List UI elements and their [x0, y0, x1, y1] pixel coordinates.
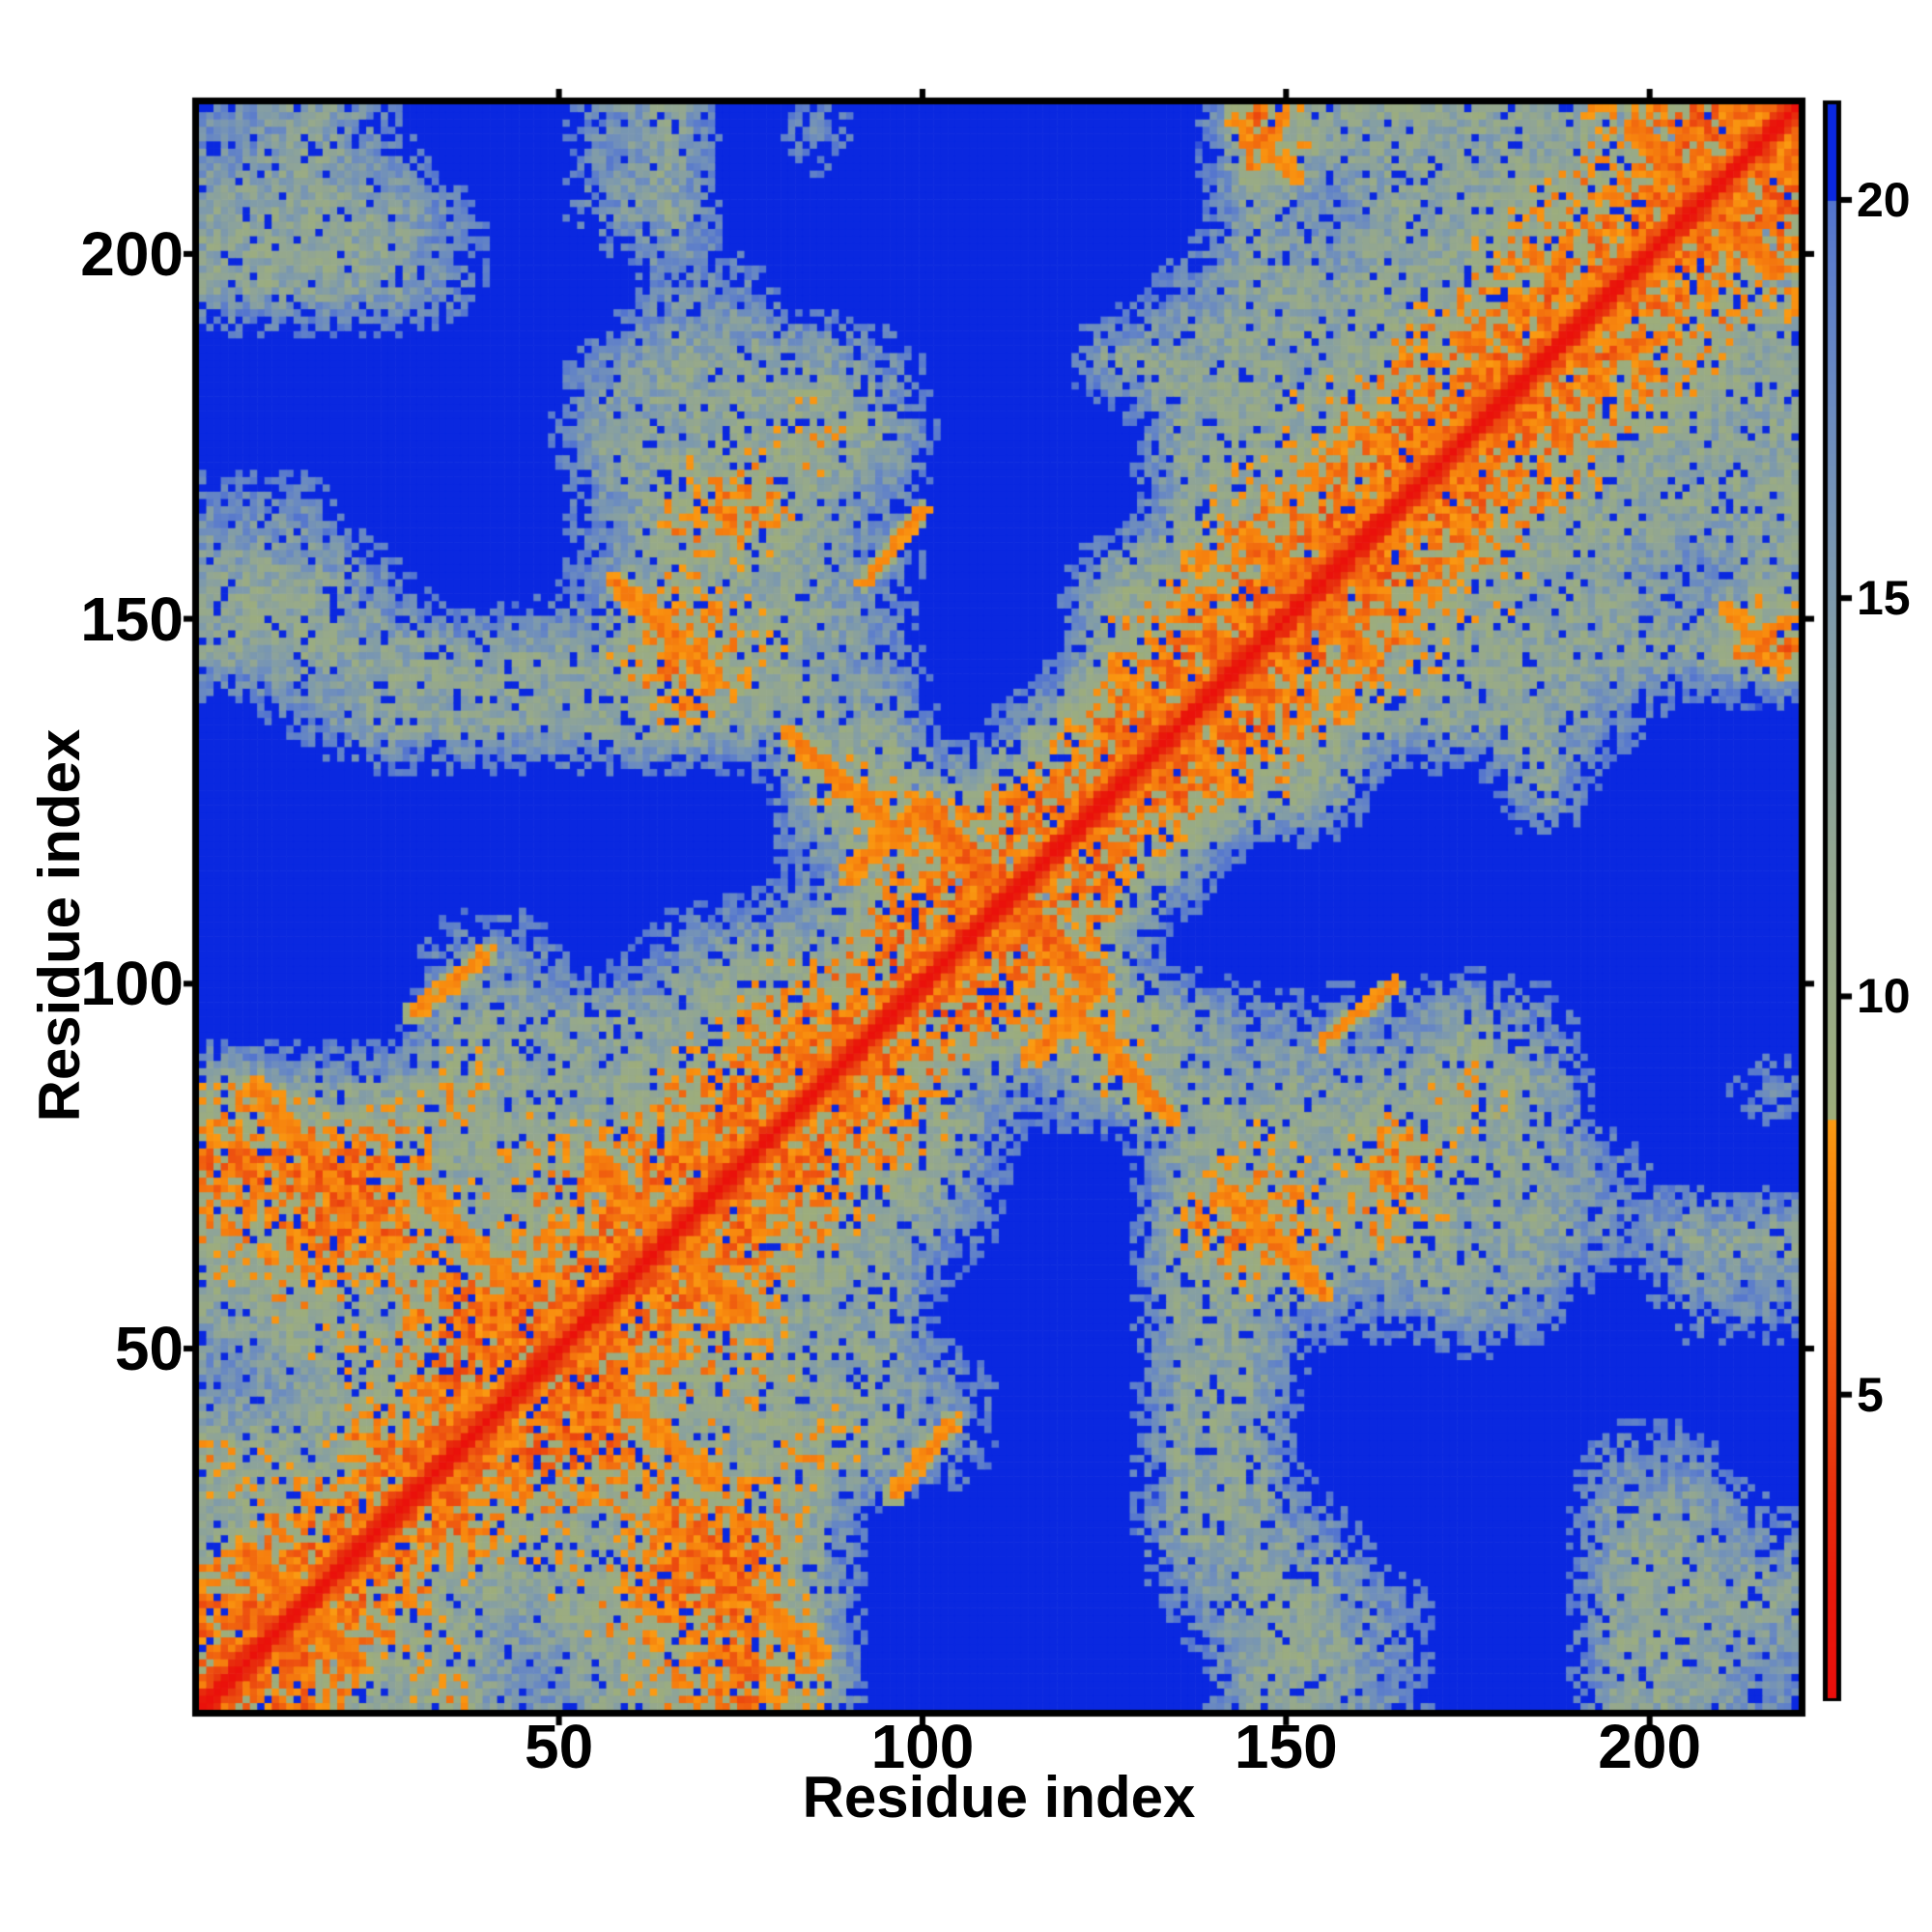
x-tick-label: 50 — [525, 1712, 594, 1781]
y-tick-label: 100 — [80, 949, 184, 1019]
colorbar-tick-label: 10 — [1857, 969, 1911, 1024]
x-tick-label: 150 — [1234, 1712, 1338, 1781]
colorbar-tick-label: 15 — [1857, 571, 1911, 626]
x-tick-label: 100 — [870, 1712, 975, 1781]
y-tick-label: 50 — [114, 1314, 184, 1384]
x-tick-label: 200 — [1598, 1712, 1702, 1781]
colorbar-tick-label: 20 — [1857, 172, 1911, 227]
x-axis-title: Residue index — [802, 1765, 1196, 1830]
y-tick-label: 200 — [80, 218, 184, 289]
colorbar-tick-label: 5 — [1857, 1367, 1884, 1422]
y-tick-label: 150 — [80, 583, 184, 654]
y-axis-title: Residue index — [27, 728, 92, 1122]
